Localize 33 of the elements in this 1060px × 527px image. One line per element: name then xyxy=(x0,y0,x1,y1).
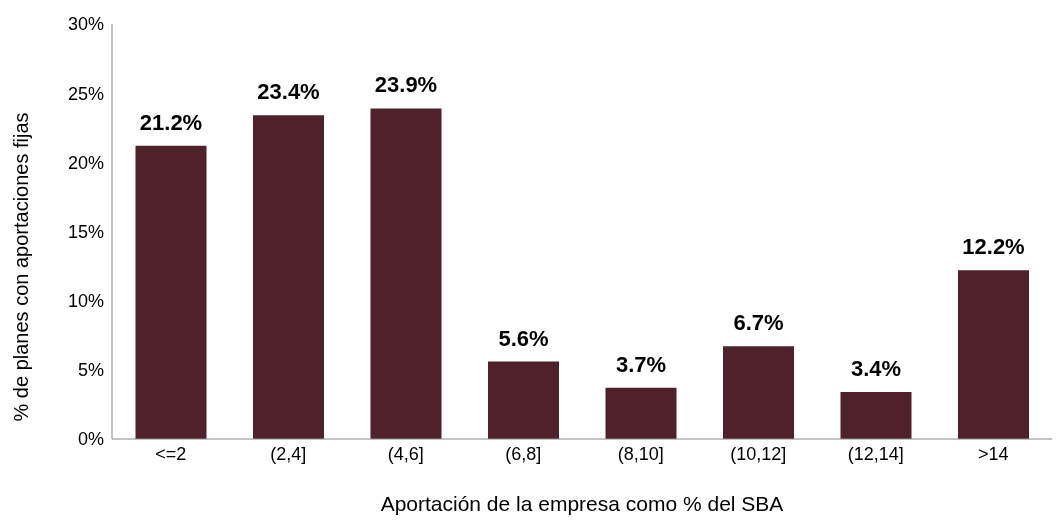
y-tick-label: 0% xyxy=(77,429,104,450)
data-label: 23.9% xyxy=(374,72,438,98)
data-label: 23.4% xyxy=(257,79,320,105)
x-tick-label: (4,6] xyxy=(387,443,424,464)
bar xyxy=(488,361,559,439)
x-tick-label: <=2 xyxy=(155,443,187,464)
y-tick-label: 15% xyxy=(67,221,104,242)
data-label: 6.7% xyxy=(733,310,784,336)
bar xyxy=(958,270,1029,439)
bar xyxy=(723,346,794,439)
y-tick-label: 5% xyxy=(77,360,104,381)
y-tick-label: 10% xyxy=(67,291,104,312)
y-tick-label: 25% xyxy=(67,83,104,104)
y-tick-label: 30% xyxy=(67,14,104,35)
bar xyxy=(370,108,442,439)
x-tick-label: >14 xyxy=(977,443,1009,464)
data-label: 5.6% xyxy=(498,325,549,351)
bar xyxy=(840,391,912,439)
bar xyxy=(135,145,207,439)
y-axis-title: % de planes con aportaciones fijas xyxy=(10,112,33,422)
y-tick-label: 20% xyxy=(67,152,104,173)
x-tick-label: (8,10] xyxy=(617,443,664,464)
data-label: 3.4% xyxy=(850,355,902,381)
x-tick-label: (6,8] xyxy=(505,443,542,464)
x-tick-label: (12,14] xyxy=(847,443,904,464)
x-tick-label: (2,4] xyxy=(270,443,307,464)
bar xyxy=(253,115,324,439)
x-axis-title: Aportación de la empresa como % del SBA xyxy=(380,492,784,515)
data-label: 12.2% xyxy=(962,234,1025,260)
data-label: 21.2% xyxy=(139,109,203,135)
bar xyxy=(605,387,677,439)
data-label: 3.7% xyxy=(615,351,667,377)
x-tick-label: (10,12] xyxy=(730,443,787,464)
